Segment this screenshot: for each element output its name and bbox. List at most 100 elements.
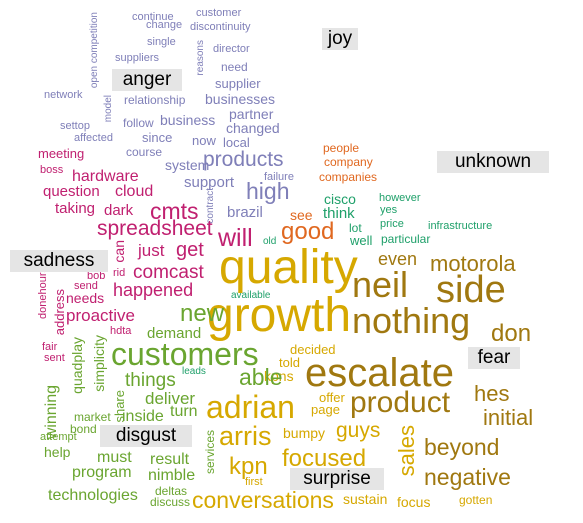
word-yes: yes (380, 204, 398, 216)
word-discontinuity: discontinuity (190, 21, 251, 33)
word-business: business (160, 112, 216, 128)
word-result: result (150, 451, 190, 468)
word-changed: changed (226, 120, 280, 136)
word-decided: decided (290, 342, 336, 357)
word-new: new (180, 300, 225, 327)
category-label-sadness: sadness (10, 250, 108, 272)
word-escalate: escalate (305, 351, 454, 395)
word-products: products (203, 148, 284, 171)
word-motorola: motorola (430, 251, 516, 276)
word-bumpy: bumpy (283, 425, 326, 441)
category-label-joy: joy (322, 28, 358, 50)
category-label-unknown: unknown (437, 151, 549, 173)
word-sent: sent (44, 352, 65, 364)
word-things: things (125, 370, 176, 391)
category-label-surprise: surprise (290, 468, 384, 490)
word-services: services (203, 430, 217, 475)
word-local: local (223, 135, 250, 150)
word-particular: particular (381, 232, 431, 246)
word-hdta: hdta (110, 325, 132, 337)
word-bob: bob (87, 270, 106, 282)
word-donehours: donehours (37, 267, 49, 319)
word-product: product (350, 386, 451, 419)
word-good: good (281, 218, 335, 245)
word-see: see (290, 207, 313, 223)
word-sustain: sustain (343, 491, 388, 507)
word-quadplay: quadplay (69, 337, 85, 394)
word-open-competition: open competition (89, 12, 100, 89)
word-relationship: relationship (124, 93, 186, 107)
word-told: told (279, 355, 300, 370)
word-infrastructure: infrastructure (428, 220, 493, 232)
word-happened: happened (113, 280, 194, 300)
word-side: side (436, 269, 506, 311)
word-spreadsheet: spreadsheet (97, 217, 213, 240)
word-high: high (246, 178, 290, 204)
word-customers: customers (111, 336, 259, 372)
word-comcast: comcast (133, 262, 204, 283)
word-taking: taking (55, 200, 96, 217)
word-company: company (324, 155, 373, 169)
word-however: however (379, 192, 421, 204)
word-settop: settop (60, 120, 90, 132)
word-hardware: hardware (72, 168, 139, 185)
word-cloud: cloud (115, 183, 154, 200)
word-needs: needs (66, 290, 105, 306)
word-model: model (103, 95, 114, 123)
word-hes: hes (474, 381, 510, 406)
word-nimble: nimble (148, 467, 196, 484)
word-kpn: kpn (229, 453, 268, 480)
word-deliver: deliver (145, 389, 196, 408)
word-reasons: reasons (195, 40, 206, 76)
word-guys: guys (336, 419, 381, 442)
word-discuss: discuss (150, 495, 191, 509)
word-able: able (239, 364, 283, 390)
word-companies: companies (319, 170, 378, 184)
category-label-fear: fear (468, 347, 520, 369)
word-price: price (380, 218, 404, 230)
word-fair: fair (42, 341, 58, 353)
category-label-anger: anger (112, 69, 182, 91)
word-turn: turn (170, 403, 198, 420)
word-simplicity: simplicity (91, 335, 107, 392)
word-single: single (147, 36, 176, 48)
word-course: course (126, 145, 163, 159)
word-arris: arris (219, 421, 272, 451)
word-failure: failure (264, 171, 294, 183)
word-technologies: technologies (48, 487, 138, 504)
word-can: can (111, 240, 127, 263)
word-old: old (263, 236, 277, 247)
word-boss: boss (40, 164, 64, 176)
word-send: send (74, 280, 98, 292)
word-conversations: conversations (192, 487, 334, 513)
word-must: must (97, 449, 132, 466)
word-neil: neil (352, 264, 409, 305)
word-continue: continue (132, 11, 174, 23)
word-kpns: kpns (264, 368, 294, 384)
word-lot: lot (349, 221, 362, 235)
word-brazil: brazil (227, 204, 263, 221)
word-partner: partner (229, 106, 274, 122)
word-cmts: cmts (150, 198, 199, 224)
word-need: need (221, 60, 248, 74)
word-change: change (146, 19, 183, 31)
word-suppliers: suppliers (115, 52, 160, 64)
word-gotten: gotten (459, 493, 493, 507)
word-focused: focused (282, 445, 367, 472)
word-demand: demand (147, 325, 202, 342)
word-market: market (74, 410, 111, 424)
word-bond: bond (70, 422, 97, 436)
word-leads: leads (182, 366, 206, 377)
word-support: support (184, 174, 235, 191)
word-even: even (378, 249, 418, 269)
word-inside: inside (122, 408, 164, 425)
word-address: address (52, 289, 67, 336)
word-system: system (165, 157, 210, 173)
word-focus: focus (397, 494, 431, 510)
word-question: question (43, 183, 100, 200)
word-follow: follow (123, 116, 154, 130)
word-offer: offer (319, 390, 345, 405)
word-customer: customer (196, 7, 242, 19)
word-network: network (44, 89, 83, 101)
